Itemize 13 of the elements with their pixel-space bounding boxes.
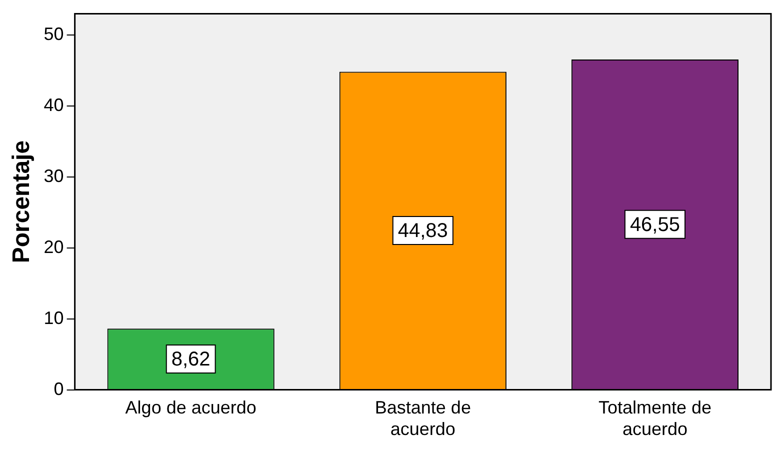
- y-tick-label: 20: [44, 236, 64, 257]
- y-axis-title: Porcentaje: [8, 140, 36, 264]
- data-label: 46,55: [630, 214, 680, 236]
- y-tick-label: 10: [44, 308, 64, 328]
- data-label: 8,62: [171, 348, 210, 370]
- y-tick-label: 40: [44, 94, 64, 115]
- y-tick-label: 30: [44, 166, 64, 186]
- x-tick-label: Bastante de acuerdo: [374, 398, 471, 440]
- y-tick-label: 50: [44, 24, 64, 44]
- x-tick-label: Totalmente de acuerdo: [598, 398, 712, 440]
- y-tick-label: 0: [54, 378, 64, 399]
- x-tick-label: Algo de acuerdo: [125, 398, 256, 418]
- data-label: 44,83: [398, 220, 448, 242]
